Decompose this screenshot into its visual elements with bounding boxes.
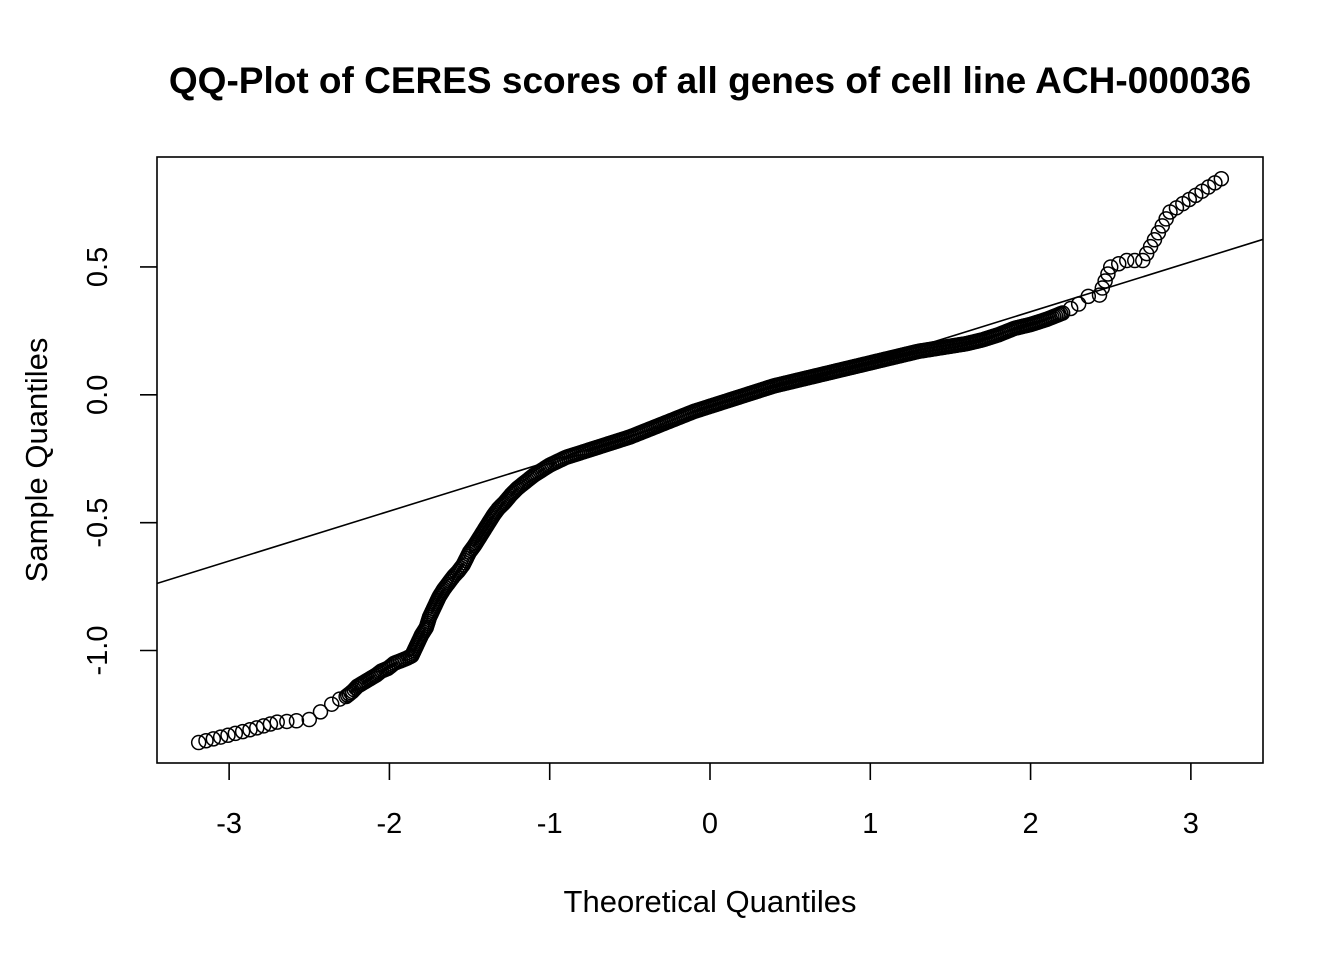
data-point (279, 713, 295, 730)
x-tick-label: 0 (702, 808, 718, 840)
data-point (1127, 252, 1143, 269)
y-axis: -1.0 -0.5 0.0 0.5 (82, 247, 157, 676)
data-point (1094, 280, 1111, 296)
data-point (288, 713, 305, 729)
data-point (262, 716, 279, 732)
data-point (1119, 252, 1135, 269)
x-axis: -3 -2 -1 0 1 2 3 (216, 763, 1199, 840)
chart-title: QQ-Plot of CERES scores of all genes of … (169, 60, 1251, 101)
data-point (1097, 273, 1113, 289)
data-point (220, 727, 236, 743)
data-point (323, 696, 340, 712)
data-point (1091, 287, 1108, 303)
x-axis-label: Theoretical Quantiles (564, 884, 857, 919)
x-tick-label: 3 (1183, 808, 1199, 840)
y-tick-label: -1.0 (82, 626, 114, 676)
data-point (212, 729, 229, 745)
data-point (234, 723, 251, 740)
data-point (1080, 288, 1097, 305)
data-points (190, 170, 1230, 751)
data-point (1102, 259, 1119, 275)
data-point (269, 714, 285, 730)
y-tick-label: 0.5 (82, 247, 114, 287)
data-point (198, 732, 214, 749)
x-tick-label: 2 (1023, 808, 1039, 840)
x-tick-label: -3 (216, 808, 242, 840)
plot-frame (156, 156, 1264, 764)
data-point (190, 734, 207, 751)
y-tick-label: -0.5 (82, 498, 114, 548)
x-tick-label: -1 (537, 808, 563, 840)
data-point (1100, 266, 1116, 282)
data-point (1110, 256, 1127, 272)
x-tick-label: 1 (862, 808, 878, 840)
y-axis-label: Sample Quantiles (19, 338, 54, 583)
data-point (312, 704, 329, 720)
data-point (1054, 305, 1071, 321)
data-point (227, 725, 244, 742)
data-point (301, 711, 318, 728)
data-point (1070, 296, 1087, 312)
x-tick-label: -2 (377, 808, 403, 840)
data-point (205, 731, 222, 747)
y-tick-label: 0.0 (82, 375, 114, 415)
data-point (1213, 170, 1230, 187)
data-point (1062, 300, 1079, 317)
